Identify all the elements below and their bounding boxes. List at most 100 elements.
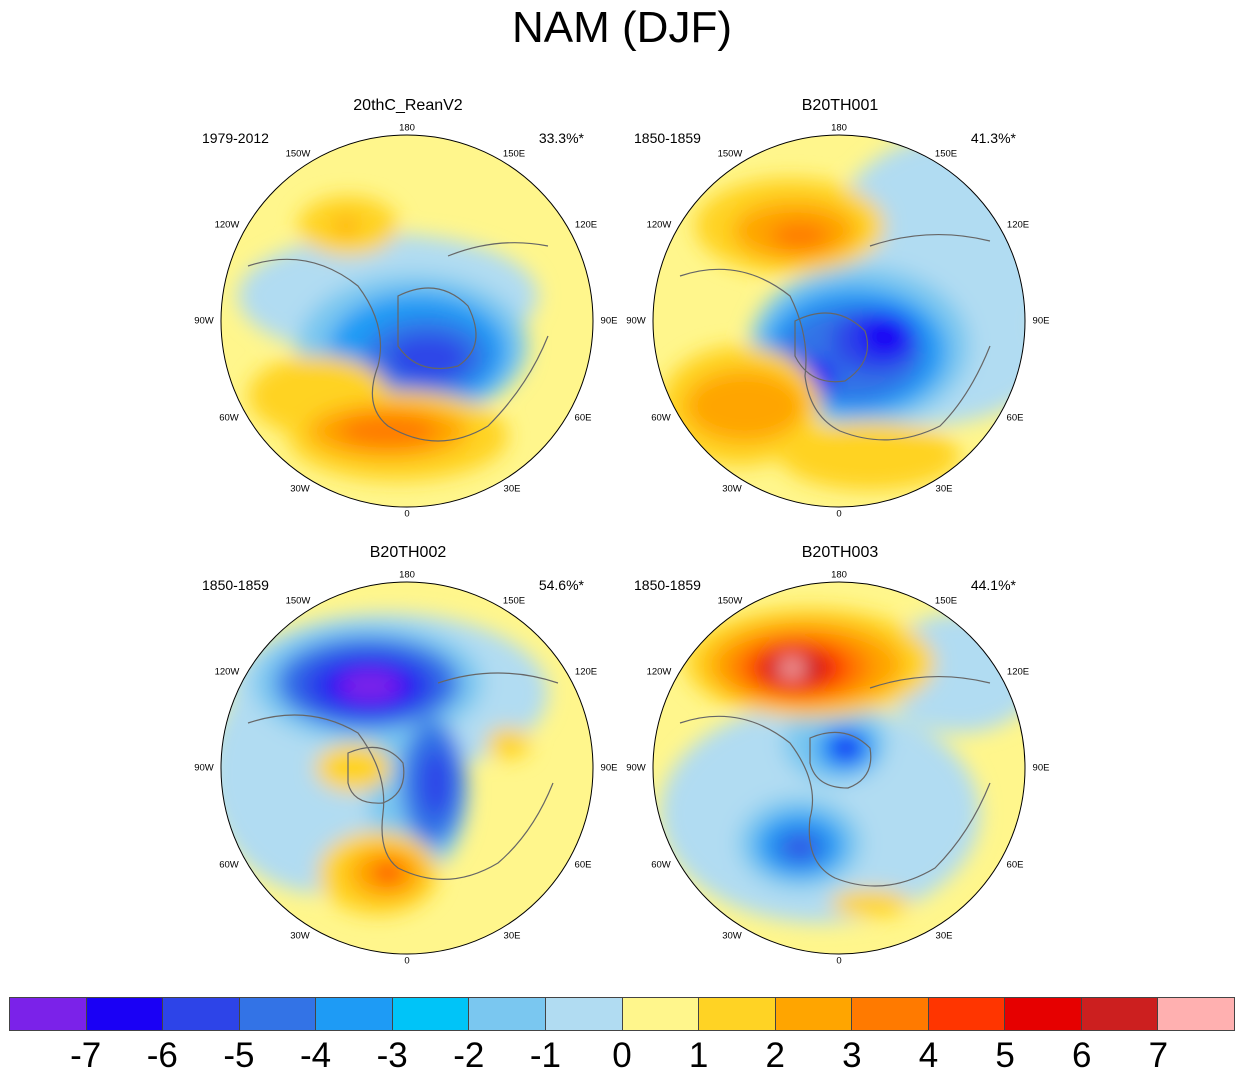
lon-label-0: 0 — [404, 955, 410, 967]
lon-label-150e: 150E — [934, 595, 958, 607]
contour-fill — [859, 314, 911, 358]
panel-title: B20TH001 — [801, 97, 879, 114]
contour-fill — [420, 749, 452, 817]
lon-label-120e: 120E — [1006, 666, 1030, 678]
lon-label-90w: 90W — [626, 315, 646, 327]
panel-title: 20thC_ReanV2 — [353, 97, 463, 114]
lon-label-180: 180 — [399, 122, 415, 134]
colorbar-box — [239, 998, 317, 1030]
lon-label-30w: 30W — [722, 483, 742, 495]
colorbar-tick-label: 4 — [918, 1036, 939, 1075]
panel-title: B20TH003 — [801, 544, 879, 561]
contour-fill — [788, 839, 812, 857]
lon-label-30w: 30W — [290, 930, 310, 942]
lon-label-90e: 90E — [600, 315, 618, 327]
colorbar-box — [316, 998, 393, 1030]
colorbar-box — [775, 998, 853, 1030]
lon-label-120w: 120W — [214, 219, 240, 231]
colorbar-box — [1005, 998, 1082, 1030]
panel-variance: 44.1%* — [970, 577, 1016, 593]
lon-label-120w: 120W — [646, 219, 672, 231]
colorbar-box — [1158, 998, 1234, 1030]
lon-label-30e: 30E — [503, 930, 521, 942]
lon-label-120w: 120W — [214, 666, 240, 678]
colorbar-tick-label: -1 — [529, 1036, 561, 1075]
map-boundary — [220, 134, 594, 508]
lon-label-30w: 30W — [290, 483, 310, 495]
lon-label-90e: 90E — [1032, 315, 1050, 327]
lon-label-60w: 60W — [219, 412, 239, 424]
colorbar-tick-label: -4 — [299, 1036, 332, 1075]
map-panel-run003: B20TH003 1850-1859 44.1%* — [620, 543, 1060, 983]
contour-fill — [770, 222, 830, 250]
lon-label-180: 180 — [399, 569, 415, 581]
contour-fill — [338, 670, 402, 702]
panel-variance: 54.6%* — [538, 577, 584, 593]
map-panel-run002: B20TH002 1850-1859 54.6%* — [188, 543, 628, 983]
lon-label-60e: 60E — [574, 412, 592, 424]
panel-title: B20TH002 — [369, 544, 447, 561]
colorbar-tick-label: -7 — [70, 1036, 102, 1075]
polar-map — [220, 134, 594, 508]
lon-label-0: 0 — [836, 955, 842, 967]
map-panel-reanalysis: 20thC_ReanV2 1979-2012 33.3%* — [188, 96, 628, 536]
colorbar-tick-label: 5 — [995, 1036, 1015, 1075]
colorbar-box — [545, 998, 623, 1030]
colorbar — [9, 997, 1235, 1031]
lon-label-150w: 150W — [285, 148, 311, 160]
lon-label-60e: 60E — [1006, 412, 1024, 424]
lon-label-60w: 60W — [651, 412, 671, 424]
lon-label-150w: 150W — [285, 595, 311, 607]
lon-label-90e: 90E — [600, 762, 618, 774]
lon-label-30e: 30E — [935, 483, 953, 495]
colorbar-box — [852, 998, 929, 1030]
lon-label-120e: 120E — [574, 666, 598, 678]
panel-period: 1850-1859 — [634, 130, 701, 146]
lon-label-30w: 30W — [722, 930, 742, 942]
lon-label-60w: 60W — [651, 859, 671, 871]
colorbar-tick-label: -2 — [453, 1036, 485, 1075]
lon-label-0: 0 — [404, 508, 410, 520]
lon-label-150w: 150W — [717, 148, 743, 160]
figure-title: NAM (DJF) — [512, 3, 732, 52]
panel-period: 1979-2012 — [202, 130, 269, 146]
lon-label-30e: 30E — [935, 930, 953, 942]
colorbar-box — [163, 998, 240, 1030]
contour-fill — [338, 415, 438, 447]
contour-fill — [780, 422, 960, 490]
map-boundary — [652, 134, 1026, 508]
colorbar-box — [86, 998, 164, 1030]
lon-label-90e: 90E — [1032, 762, 1050, 774]
lon-label-60e: 60E — [574, 859, 592, 871]
polar-map — [652, 134, 1026, 508]
lon-label-90w: 90W — [194, 315, 214, 327]
map-panel-run001: B20TH001 1850-1859 41.3%* — [620, 96, 1060, 536]
colorbar-tick-label: 6 — [1072, 1036, 1092, 1075]
colorbar-box — [392, 998, 470, 1030]
lon-label-90w: 90W — [626, 762, 646, 774]
lon-label-120e: 120E — [574, 219, 598, 231]
colorbar-box — [10, 998, 87, 1030]
contour-fill — [830, 735, 862, 761]
lon-label-30e: 30E — [503, 483, 521, 495]
colorbar-box — [1081, 998, 1159, 1030]
contour-fill — [388, 336, 468, 380]
lon-label-150e: 150E — [502, 595, 526, 607]
colorbar-tick-label: -5 — [223, 1036, 255, 1075]
coastlines — [679, 675, 991, 887]
lon-label-90w: 90W — [194, 762, 214, 774]
contour-fill — [486, 727, 530, 759]
colorbar-tick-label: 2 — [765, 1036, 785, 1075]
colorbar-box — [622, 998, 700, 1030]
lon-label-120e: 120E — [1006, 219, 1030, 231]
polar-map — [220, 581, 594, 955]
panel-variance: 33.3%* — [538, 130, 584, 146]
colorbar-box — [469, 998, 546, 1030]
lon-label-180: 180 — [831, 569, 847, 581]
polar-map — [652, 581, 1026, 955]
lon-label-60w: 60W — [219, 859, 239, 871]
lon-label-180: 180 — [831, 122, 847, 134]
panel-period: 1850-1859 — [202, 577, 269, 593]
colorbar-tick-label: 1 — [688, 1036, 709, 1075]
contour-fill — [374, 863, 402, 883]
